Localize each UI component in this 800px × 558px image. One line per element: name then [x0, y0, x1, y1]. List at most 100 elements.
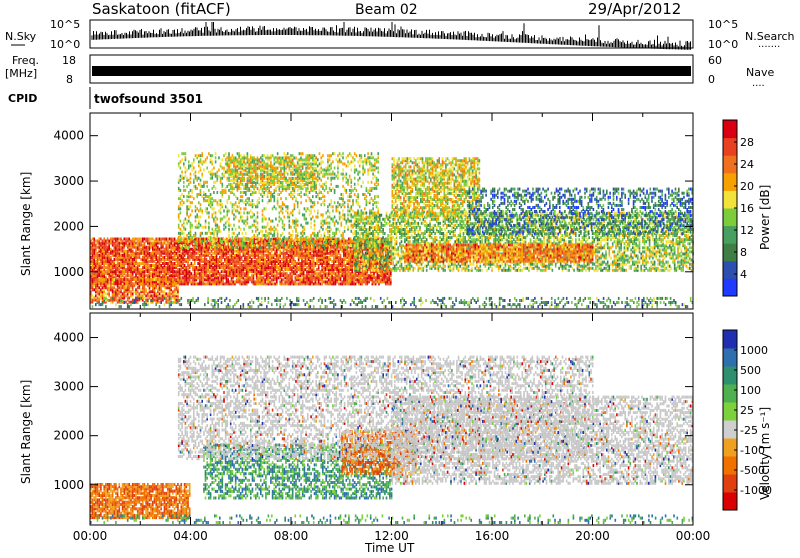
data-cell [210, 246, 212, 249]
data-cell [188, 240, 190, 243]
data-cell [220, 162, 222, 165]
data-cell [217, 258, 219, 261]
data-cell [323, 266, 325, 269]
data-cell [236, 250, 238, 253]
data-cell [142, 238, 144, 241]
data-cell [300, 262, 302, 265]
data-cell [215, 216, 217, 219]
data-cell [223, 216, 225, 219]
data-cell [326, 272, 328, 275]
data-cell [217, 238, 219, 241]
data-cell [296, 282, 298, 285]
data-cell [144, 280, 146, 283]
data-cell [149, 278, 151, 281]
data-cell [197, 276, 199, 279]
data-cell [170, 274, 172, 277]
data-cell [206, 167, 208, 170]
data-cell [240, 211, 242, 214]
data-cell [186, 240, 188, 243]
data-cell [278, 266, 280, 269]
data-cell [152, 278, 154, 281]
data-cell [283, 282, 285, 285]
data-cell [201, 264, 203, 267]
data-cell [210, 177, 212, 180]
data-cell [119, 238, 121, 241]
data-cell [213, 185, 215, 188]
data-cell [201, 160, 203, 163]
data-cell [178, 224, 180, 227]
data-cell [178, 179, 180, 182]
data-cell [198, 183, 200, 186]
data-cell [227, 278, 229, 281]
data-cell [208, 211, 210, 214]
data-cell [172, 278, 174, 281]
data-cell [157, 294, 159, 297]
data-cell [233, 169, 235, 172]
data-cell [105, 292, 107, 295]
data-cell [228, 152, 230, 155]
data-cell [160, 278, 162, 281]
data-cell [127, 282, 129, 285]
data-cell [237, 246, 239, 249]
data-cell [180, 211, 182, 214]
data-cell [212, 187, 214, 190]
data-cell [191, 209, 193, 212]
data-cell [213, 211, 215, 214]
data-cell [368, 274, 370, 277]
data-cell [233, 207, 235, 210]
data-cell [188, 179, 190, 182]
data-cell [122, 278, 124, 281]
data-cell [323, 280, 325, 283]
data-cell [155, 238, 157, 241]
data-cell [190, 177, 192, 180]
data-cell [198, 220, 200, 223]
data-cell [162, 256, 164, 259]
data-cell [205, 181, 207, 184]
data-cell [234, 254, 236, 257]
data-cell [251, 274, 253, 277]
data-cell [152, 264, 154, 267]
data-cell [310, 252, 312, 255]
data-cell [152, 238, 154, 241]
noise-right-bottom: 10^0 [708, 38, 738, 51]
data-cell [139, 278, 141, 281]
data-cell [227, 160, 229, 163]
data-cell [114, 242, 116, 245]
data-cell [201, 195, 203, 198]
data-cell [165, 266, 167, 269]
data-cell [331, 250, 333, 253]
data-cell [125, 301, 127, 304]
data-cell [310, 274, 312, 277]
data-cell [183, 195, 185, 198]
data-cell [206, 282, 208, 285]
data-cell [190, 164, 192, 167]
data-cell [205, 193, 207, 196]
data-cell [180, 220, 182, 223]
data-cell [348, 250, 350, 253]
data-cell [222, 167, 224, 170]
data-cell [206, 207, 208, 210]
data-cell [114, 286, 116, 289]
data-cell [330, 258, 332, 261]
data-cell [373, 280, 375, 283]
data-cell [183, 152, 185, 155]
data-cell [159, 278, 161, 281]
data-cell [220, 211, 222, 214]
data-cell [301, 278, 303, 281]
data-cell [221, 274, 223, 277]
data-cell [218, 203, 220, 206]
data-cell [115, 288, 117, 291]
data-cell [119, 297, 121, 300]
data-cell [288, 260, 290, 263]
data-cell [238, 211, 240, 214]
data-cell [313, 282, 315, 285]
data-cell [188, 236, 190, 239]
data-cell [147, 292, 149, 295]
data-cell [93, 297, 95, 300]
beam-title: Beam 02 [355, 2, 418, 18]
data-cell [157, 238, 159, 241]
data-cell [125, 282, 127, 285]
data-cell [353, 272, 355, 275]
data-cell [185, 240, 187, 243]
data-cell [167, 276, 169, 279]
